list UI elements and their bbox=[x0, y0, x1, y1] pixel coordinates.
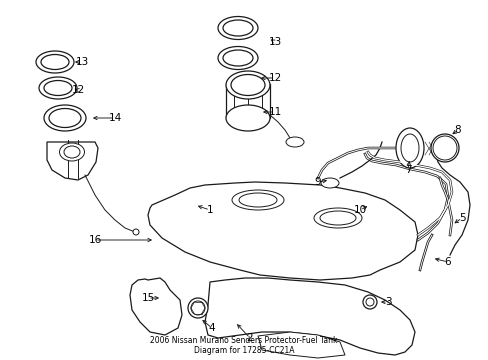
Text: 14: 14 bbox=[108, 113, 122, 123]
Text: 7: 7 bbox=[404, 165, 410, 175]
Ellipse shape bbox=[225, 71, 269, 99]
Text: 5: 5 bbox=[458, 213, 465, 223]
Text: 13: 13 bbox=[75, 57, 88, 67]
Ellipse shape bbox=[313, 208, 361, 228]
Circle shape bbox=[432, 136, 456, 160]
Ellipse shape bbox=[41, 54, 69, 69]
Text: 3: 3 bbox=[384, 297, 390, 307]
Polygon shape bbox=[204, 278, 414, 355]
Ellipse shape bbox=[60, 143, 84, 161]
Text: 10: 10 bbox=[353, 205, 366, 215]
Ellipse shape bbox=[223, 20, 252, 36]
Ellipse shape bbox=[39, 77, 77, 99]
Ellipse shape bbox=[36, 51, 74, 73]
Ellipse shape bbox=[44, 105, 86, 131]
Ellipse shape bbox=[223, 50, 252, 66]
Polygon shape bbox=[47, 142, 98, 180]
Text: 2006 Nissan Murano Senders Protector-Fuel Tank
Diagram for 17285-CC21A: 2006 Nissan Murano Senders Protector-Fue… bbox=[150, 336, 337, 355]
Text: 15: 15 bbox=[141, 293, 154, 303]
Ellipse shape bbox=[218, 17, 258, 40]
Text: 2: 2 bbox=[246, 333, 253, 343]
Ellipse shape bbox=[395, 128, 423, 168]
Ellipse shape bbox=[320, 178, 338, 188]
Ellipse shape bbox=[400, 134, 418, 162]
Circle shape bbox=[365, 298, 373, 306]
Ellipse shape bbox=[430, 134, 458, 162]
Ellipse shape bbox=[49, 108, 81, 127]
Polygon shape bbox=[258, 332, 345, 358]
Ellipse shape bbox=[230, 75, 264, 95]
Polygon shape bbox=[225, 84, 269, 118]
Text: 16: 16 bbox=[88, 235, 102, 245]
Text: 8: 8 bbox=[454, 125, 460, 135]
Text: 6: 6 bbox=[444, 257, 450, 267]
Polygon shape bbox=[130, 278, 182, 335]
Ellipse shape bbox=[239, 193, 276, 207]
Text: 12: 12 bbox=[268, 73, 281, 83]
Ellipse shape bbox=[64, 146, 80, 158]
Text: 9: 9 bbox=[314, 177, 321, 187]
Circle shape bbox=[187, 298, 207, 318]
Circle shape bbox=[191, 301, 204, 315]
Circle shape bbox=[133, 229, 139, 235]
Text: 1: 1 bbox=[206, 205, 213, 215]
Ellipse shape bbox=[319, 211, 355, 225]
Ellipse shape bbox=[285, 137, 304, 147]
Polygon shape bbox=[148, 182, 417, 280]
Text: 13: 13 bbox=[268, 37, 281, 47]
Ellipse shape bbox=[231, 190, 284, 210]
Circle shape bbox=[362, 295, 376, 309]
Text: 4: 4 bbox=[208, 323, 215, 333]
Text: 11: 11 bbox=[268, 107, 281, 117]
Ellipse shape bbox=[44, 81, 72, 95]
Text: 12: 12 bbox=[71, 85, 84, 95]
Ellipse shape bbox=[225, 105, 269, 131]
Ellipse shape bbox=[218, 46, 258, 69]
